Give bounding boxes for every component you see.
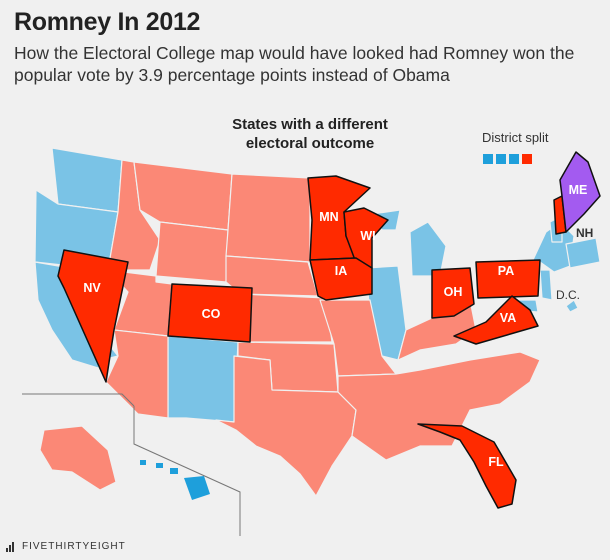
state-new-jersey[interactable] — [539, 269, 553, 301]
label-ia: IA — [335, 264, 348, 278]
state-ohio-flipped[interactable] — [431, 267, 475, 319]
flipped-states — [57, 175, 567, 509]
district-box — [522, 154, 532, 164]
state-nebraska[interactable] — [225, 255, 319, 297]
page-title: Romney In 2012 — [14, 8, 201, 36]
state-maine-split[interactable] — [559, 151, 601, 233]
label-dc: D.C. — [556, 288, 580, 302]
fivethirtyeight-logo-icon — [6, 541, 18, 552]
state-new-england-south[interactable] — [565, 237, 601, 269]
district-split-label: District split — [482, 130, 549, 145]
state-nevada-flipped[interactable] — [57, 249, 129, 383]
flipped-annotation: States with a different electoral outcom… — [200, 115, 420, 153]
label-nv: NV — [83, 281, 101, 295]
district-box — [509, 154, 519, 164]
state-dakotas[interactable] — [225, 173, 311, 263]
label-oh: OH — [444, 285, 463, 299]
district-box — [483, 154, 493, 164]
label-nh: NH — [576, 226, 594, 240]
state-texas[interactable] — [215, 355, 357, 497]
label-fl: FL — [488, 455, 504, 469]
state-south-central[interactable] — [337, 351, 541, 461]
label-wi: WI — [360, 229, 375, 243]
label-co: CO — [202, 307, 221, 321]
state-virginia-flipped[interactable] — [453, 295, 539, 345]
annotation-line-2: electoral outcome — [245, 135, 375, 152]
state-colorado-flipped[interactable] — [167, 283, 253, 343]
state-montana[interactable] — [133, 161, 233, 231]
state-florida-flipped[interactable] — [417, 423, 517, 509]
state-pennsylvania-flipped[interactable] — [475, 259, 541, 299]
district-split-boxes — [483, 154, 535, 164]
state-new-mexico[interactable] — [167, 335, 239, 423]
footer-brand: FIVETHIRTYEIGHT — [6, 541, 126, 552]
state-alaska[interactable] — [39, 425, 117, 491]
state-wyoming[interactable] — [155, 221, 229, 283]
state-new-york[interactable] — [477, 221, 575, 273]
dc-marker — [565, 299, 579, 313]
label-va: VA — [500, 311, 516, 325]
republican-states — [105, 159, 541, 497]
state-iowa-flipped[interactable] — [309, 257, 373, 301]
label-pa: PA — [498, 264, 514, 278]
label-me: ME — [569, 183, 588, 197]
state-wisconsin-flipped[interactable] — [343, 207, 389, 269]
state-hawaii[interactable] — [140, 460, 210, 500]
inset-divider-hawaii — [133, 406, 241, 536]
state-washington[interactable] — [51, 147, 123, 213]
inset-divider-alaska — [22, 393, 135, 407]
district-box — [496, 154, 506, 164]
brand-text: FIVETHIRTYEIGHT — [22, 541, 126, 552]
label-mn: MN — [319, 210, 338, 224]
annotation-line-1: States with a different — [232, 116, 388, 133]
state-arizona[interactable] — [105, 329, 169, 419]
page-subtitle: How the Electoral College map would have… — [14, 43, 575, 85]
